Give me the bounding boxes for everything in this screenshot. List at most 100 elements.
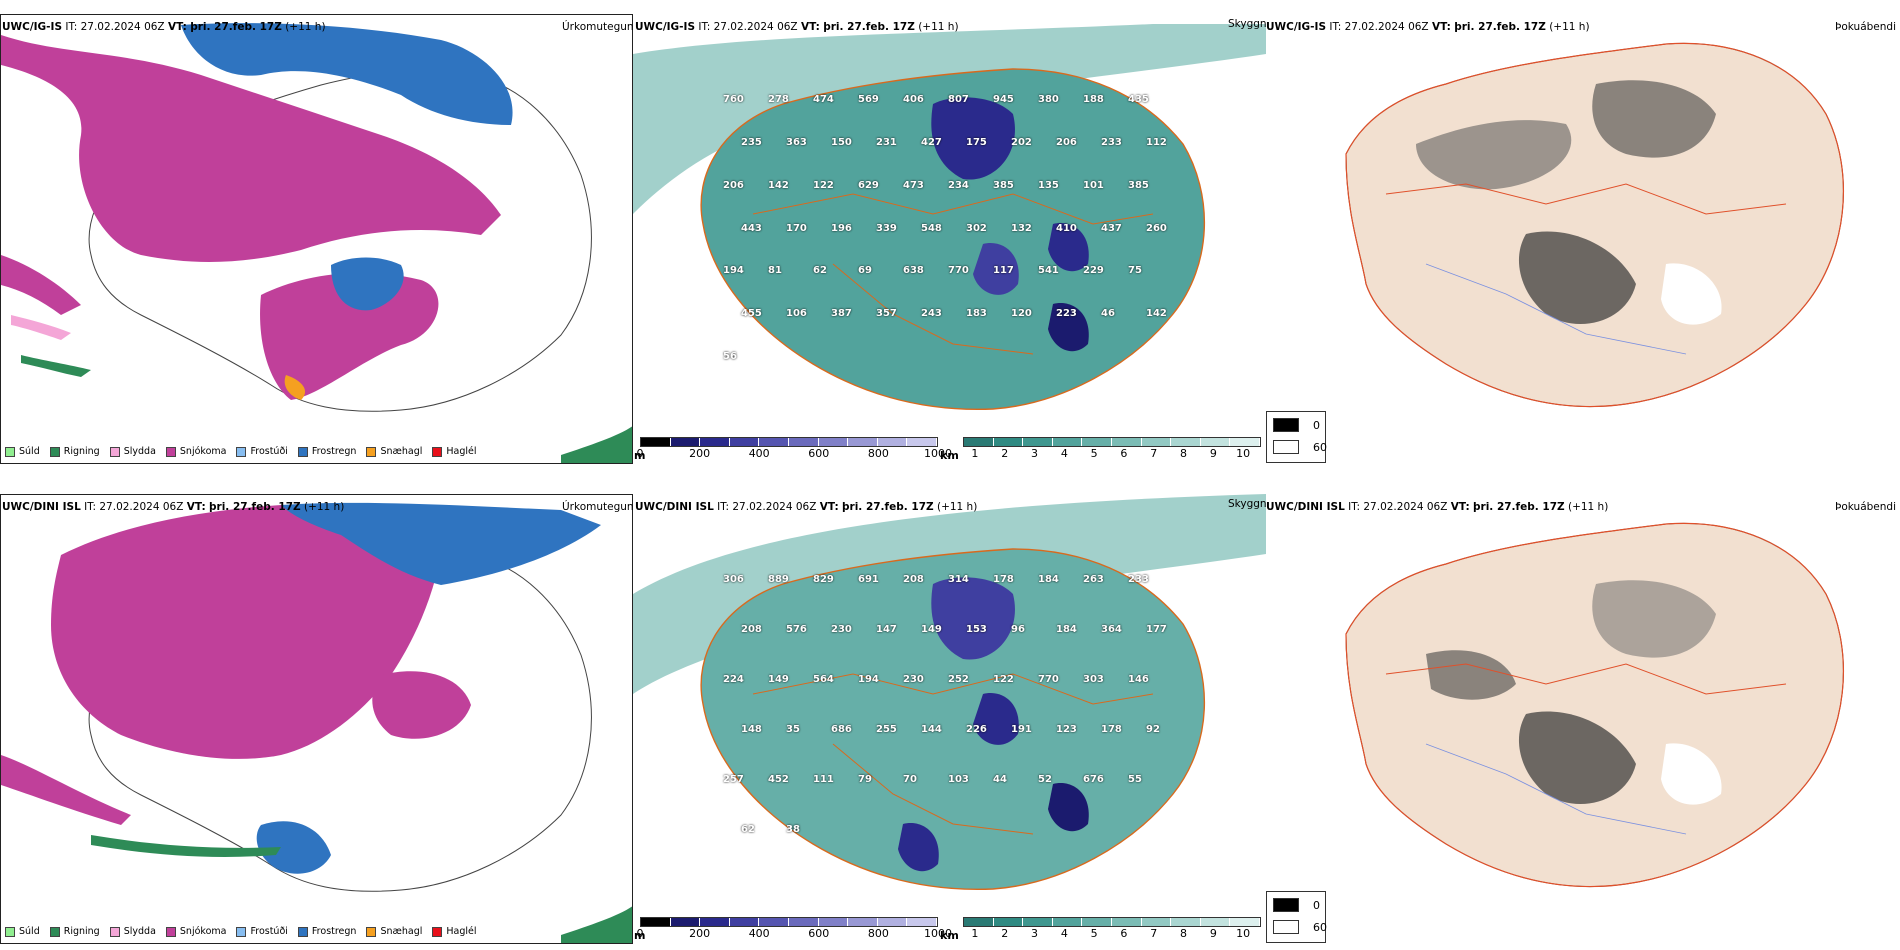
visibility-colorbar xyxy=(963,437,1261,447)
visibility-value-label: 380 xyxy=(1038,94,1059,105)
visibility-value-label: 81 xyxy=(768,265,782,277)
colorbar-segment xyxy=(993,438,1024,446)
visibility-value-label: 150 xyxy=(831,136,852,148)
visibility-value-label: 206 xyxy=(1056,136,1077,148)
colorbar-tick-label: 400 xyxy=(748,927,770,940)
colorbar-tick-label: 5 xyxy=(1090,447,1098,460)
vt-value: þri. 27.feb. 17Z xyxy=(1473,501,1565,513)
visibility-value-label: 120 xyxy=(1011,308,1032,320)
vt-label: VT: xyxy=(1450,501,1470,513)
colorbar-tick-label: 4 xyxy=(1060,927,1068,940)
colorbar-segment xyxy=(964,918,994,926)
fog-product-name: Þokuábendi xyxy=(1835,501,1896,513)
visibility-value-label: 243 xyxy=(921,308,942,320)
legend-label: Súld xyxy=(19,926,40,937)
legend-item-snaehagl: Snæhagl xyxy=(366,926,422,937)
legend-item-frostregn: Frostregn xyxy=(297,446,356,457)
visibility-value-label: 188 xyxy=(1083,94,1104,105)
visibility-value-label: 260 xyxy=(1146,222,1167,234)
visibility-value-label: 38 xyxy=(786,824,800,835)
colorbar-segment xyxy=(788,918,819,926)
colorbar-tick-label: 9 xyxy=(1209,447,1217,460)
colorbar-segment xyxy=(1023,438,1053,446)
legend-item-haglel: Haglél xyxy=(432,926,477,937)
lead-time: (+11 h) xyxy=(285,21,326,33)
visibility-value-label: 112 xyxy=(1146,136,1167,148)
visibility-value-label: 548 xyxy=(921,222,942,234)
colorbar-tick-label: 1 xyxy=(971,927,979,940)
visibility-value-label: 474 xyxy=(813,94,834,105)
visibility-value-label: 410 xyxy=(1056,222,1077,234)
fog-panel-title: UWC/DINI ISL IT: 27.02.2024 06Z VT: þri.… xyxy=(1266,501,1608,513)
colorbar-tick-label: 600 xyxy=(808,447,830,460)
visibility-value-label: 770 xyxy=(948,265,969,277)
colorbar-segment xyxy=(907,918,937,926)
visibility-value-label: 230 xyxy=(831,624,852,635)
colorbar-segment xyxy=(1141,918,1172,926)
colorbar-segment xyxy=(700,438,730,446)
visibility-product-name: Skyggni xyxy=(1228,498,1270,510)
colorbar-tick-label: 0 xyxy=(636,447,644,460)
visibility-value-label: 541 xyxy=(1038,265,1059,277)
visibility-value-label: 148 xyxy=(741,724,762,735)
vt-value: þri. 27.feb. 17Z xyxy=(823,21,915,33)
visibility-value-label: 35 xyxy=(786,724,800,735)
visibility-value-label: 70 xyxy=(903,774,917,785)
model-name: UWC/IG-IS xyxy=(1266,21,1327,33)
precip-type-panel: Súld Rigning Slydda Snjókoma Frostúði Fr… xyxy=(0,494,633,944)
visibility-value-label: 224 xyxy=(723,674,744,685)
visibility-value-label: 153 xyxy=(966,624,987,635)
visibility-value-label: 191 xyxy=(1011,724,1032,735)
vt-label: VT: xyxy=(167,21,187,33)
legend-swatch xyxy=(432,446,443,457)
visibility-value-label: 144 xyxy=(921,724,942,735)
legend-swatch xyxy=(366,446,377,457)
visibility-value-label: 103 xyxy=(948,774,969,785)
visibility-panel: 306 889 829 691 208 314 178 184 263 233 208 576 230 1… xyxy=(633,494,1266,934)
fog-legend-item: 0 xyxy=(1273,898,1320,912)
legend-label: Snæhagl xyxy=(380,926,423,937)
visibility-value-label: 387 xyxy=(831,308,852,320)
fog-legend-label: 0 xyxy=(1313,418,1320,432)
fog-legend: 0 60 xyxy=(1266,891,1327,943)
legend-label: Rigning xyxy=(63,926,100,937)
legend-item-slydda: Slydda xyxy=(109,446,156,457)
precip-panel-title: UWC/IG-IS IT: 27.02.2024 06Z VT: þri. 27… xyxy=(2,21,326,33)
colorbar-tick-label: 6 xyxy=(1120,927,1128,940)
it-value: 27.02.2024 06Z xyxy=(732,501,817,513)
colorbar-segment xyxy=(729,438,760,446)
visibility-value-label: 170 xyxy=(786,222,807,234)
visibility-value-label: 889 xyxy=(768,574,789,585)
legend-item-slydda: Slydda xyxy=(109,926,156,937)
colorbar-segment xyxy=(1082,438,1112,446)
visibility-value-label: 807 xyxy=(948,94,969,105)
visibility-colorbar xyxy=(963,917,1261,927)
precip-legend: Súld Rigning Slydda Snjókoma Frostúði Fr… xyxy=(5,446,477,457)
visibility-value-label: 142 xyxy=(768,179,789,191)
colorbar-segment xyxy=(788,438,819,446)
colorbar-segment xyxy=(1230,438,1260,446)
precip-product-name: Úrkomutegund xyxy=(562,21,641,33)
colorbar-tick-label: 1000 xyxy=(924,927,952,940)
visibility-value-label: 69 xyxy=(858,265,872,277)
height-unit: m xyxy=(634,929,646,942)
precip-type-panel: Súld Rigning Slydda Snjókoma Frostúði Fr… xyxy=(0,14,633,464)
visibility-map xyxy=(633,494,1266,914)
colorbar-tick-label: 0 xyxy=(636,927,644,940)
visibility-value-label: 263 xyxy=(1083,574,1104,585)
visibility-value-label: 233 xyxy=(1101,136,1122,148)
visibility-value-label: 206 xyxy=(723,179,744,191)
vt-label: VT: xyxy=(819,501,839,513)
colorbar-segment xyxy=(1171,438,1201,446)
visibility-panel-title: UWC/IG-IS IT: 27.02.2024 06Z VT: þri. 27… xyxy=(635,21,959,33)
colorbar-tick-label: 9 xyxy=(1209,927,1217,940)
visibility-value-label: 686 xyxy=(831,724,852,735)
visibility-value-label: 226 xyxy=(966,724,987,735)
lead-time: (+11 h) xyxy=(303,501,345,513)
visibility-value-label: 175 xyxy=(966,136,987,148)
model-name: UWC/IG-IS xyxy=(2,21,63,33)
it-value: 27.02.2024 06Z xyxy=(1363,501,1448,513)
visibility-value-label: 147 xyxy=(876,624,897,635)
visibility-value-label: 629 xyxy=(858,179,879,191)
legend-label: Rigning xyxy=(63,446,100,457)
